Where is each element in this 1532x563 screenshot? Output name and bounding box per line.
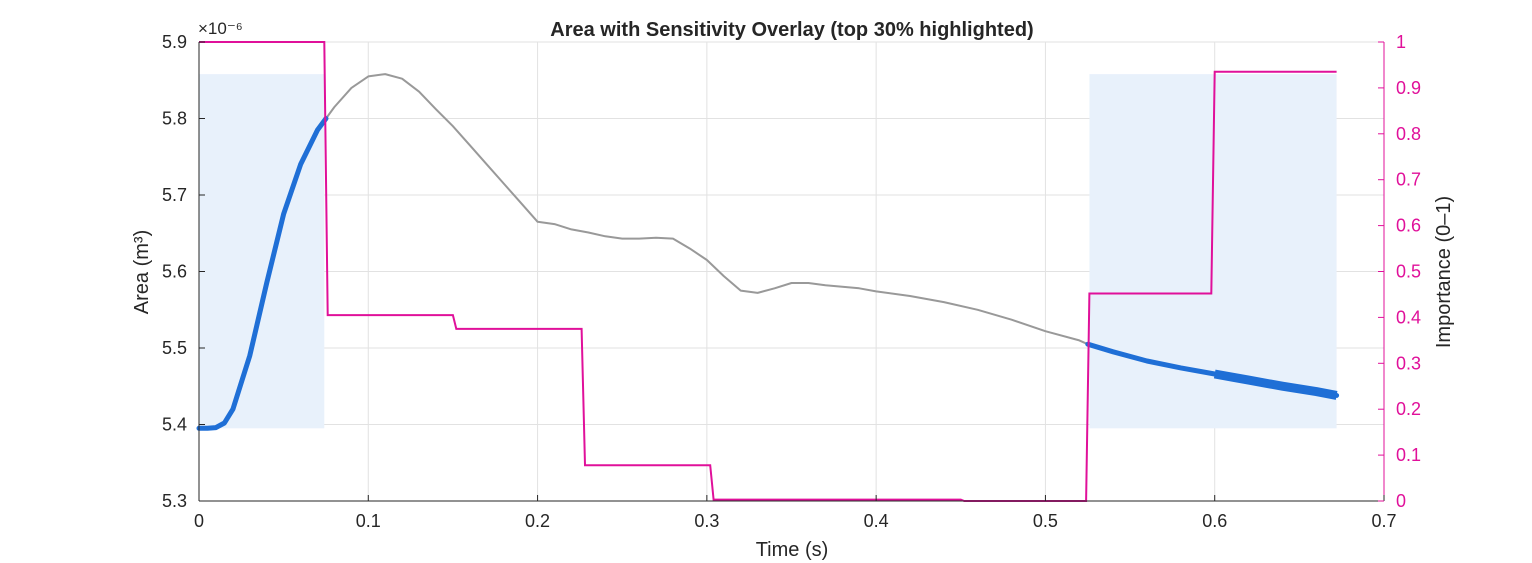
highlight-bands (199, 74, 1337, 429)
y-left-tick-label: 5.9 (162, 32, 187, 52)
y-right-tick-label: 1 (1396, 32, 1406, 52)
x-tick-label: 0.3 (694, 511, 719, 531)
y-right-tick-label: 0.8 (1396, 124, 1421, 144)
y-right-tick-label: 0.9 (1396, 78, 1421, 98)
y-axis-right-label: Importance (0–1) (1433, 196, 1455, 348)
y-right-tick-label: 0.5 (1396, 262, 1421, 282)
highlight-band (199, 74, 325, 429)
y-left-tick-label: 5.3 (162, 491, 187, 511)
x-tick-label: 0 (194, 511, 204, 531)
x-tick-label: 0.7 (1371, 511, 1396, 531)
chart-title: Area with Sensitivity Overlay (top 30% h… (550, 19, 1033, 41)
x-tick-label: 0.2 (525, 511, 550, 531)
y-exponent-label: ×10⁻⁶ (198, 19, 243, 38)
y-left-tick-label: 5.4 (162, 415, 187, 435)
x-tick-label: 0.1 (356, 511, 381, 531)
y-right-tick-label: 0.4 (1396, 307, 1421, 327)
y-left-tick-label: 5.7 (162, 185, 187, 205)
y-left-tick-label: 5.6 (162, 262, 187, 282)
y-right-tick-label: 0.7 (1396, 170, 1421, 190)
y-left-tick-label: 5.5 (162, 338, 187, 358)
highlight-tail-line (1213, 369, 1338, 400)
y-right-tick-label: 0.1 (1396, 445, 1421, 465)
tick-labels: 0 0.1 0.2 0.3 0.4 0.5 0.6 0.7 5.3 5.4 5.5 5.6 5.7 5.8… (162, 32, 1421, 531)
x-tick-label: 0.4 (864, 511, 889, 531)
axes (198, 41, 1385, 502)
x-axis-label: Time (s) (756, 539, 829, 561)
series-lines (196, 41, 1340, 502)
x-tick-label: 0.6 (1202, 511, 1227, 531)
x-tick-label: 0.5 (1033, 511, 1058, 531)
y-right-tick-label: 0.6 (1396, 216, 1421, 236)
y-left-tick-label: 5.8 (162, 109, 187, 129)
highlight-segment-line (196, 116, 329, 431)
y-right-tick-label: 0.3 (1396, 353, 1421, 373)
importance-series-line (199, 41, 1337, 502)
y-right-tick-label: 0.2 (1396, 399, 1421, 419)
y-axis-left-label: Area (m³) (131, 230, 153, 314)
y-right-tick-label: 0 (1396, 491, 1406, 511)
